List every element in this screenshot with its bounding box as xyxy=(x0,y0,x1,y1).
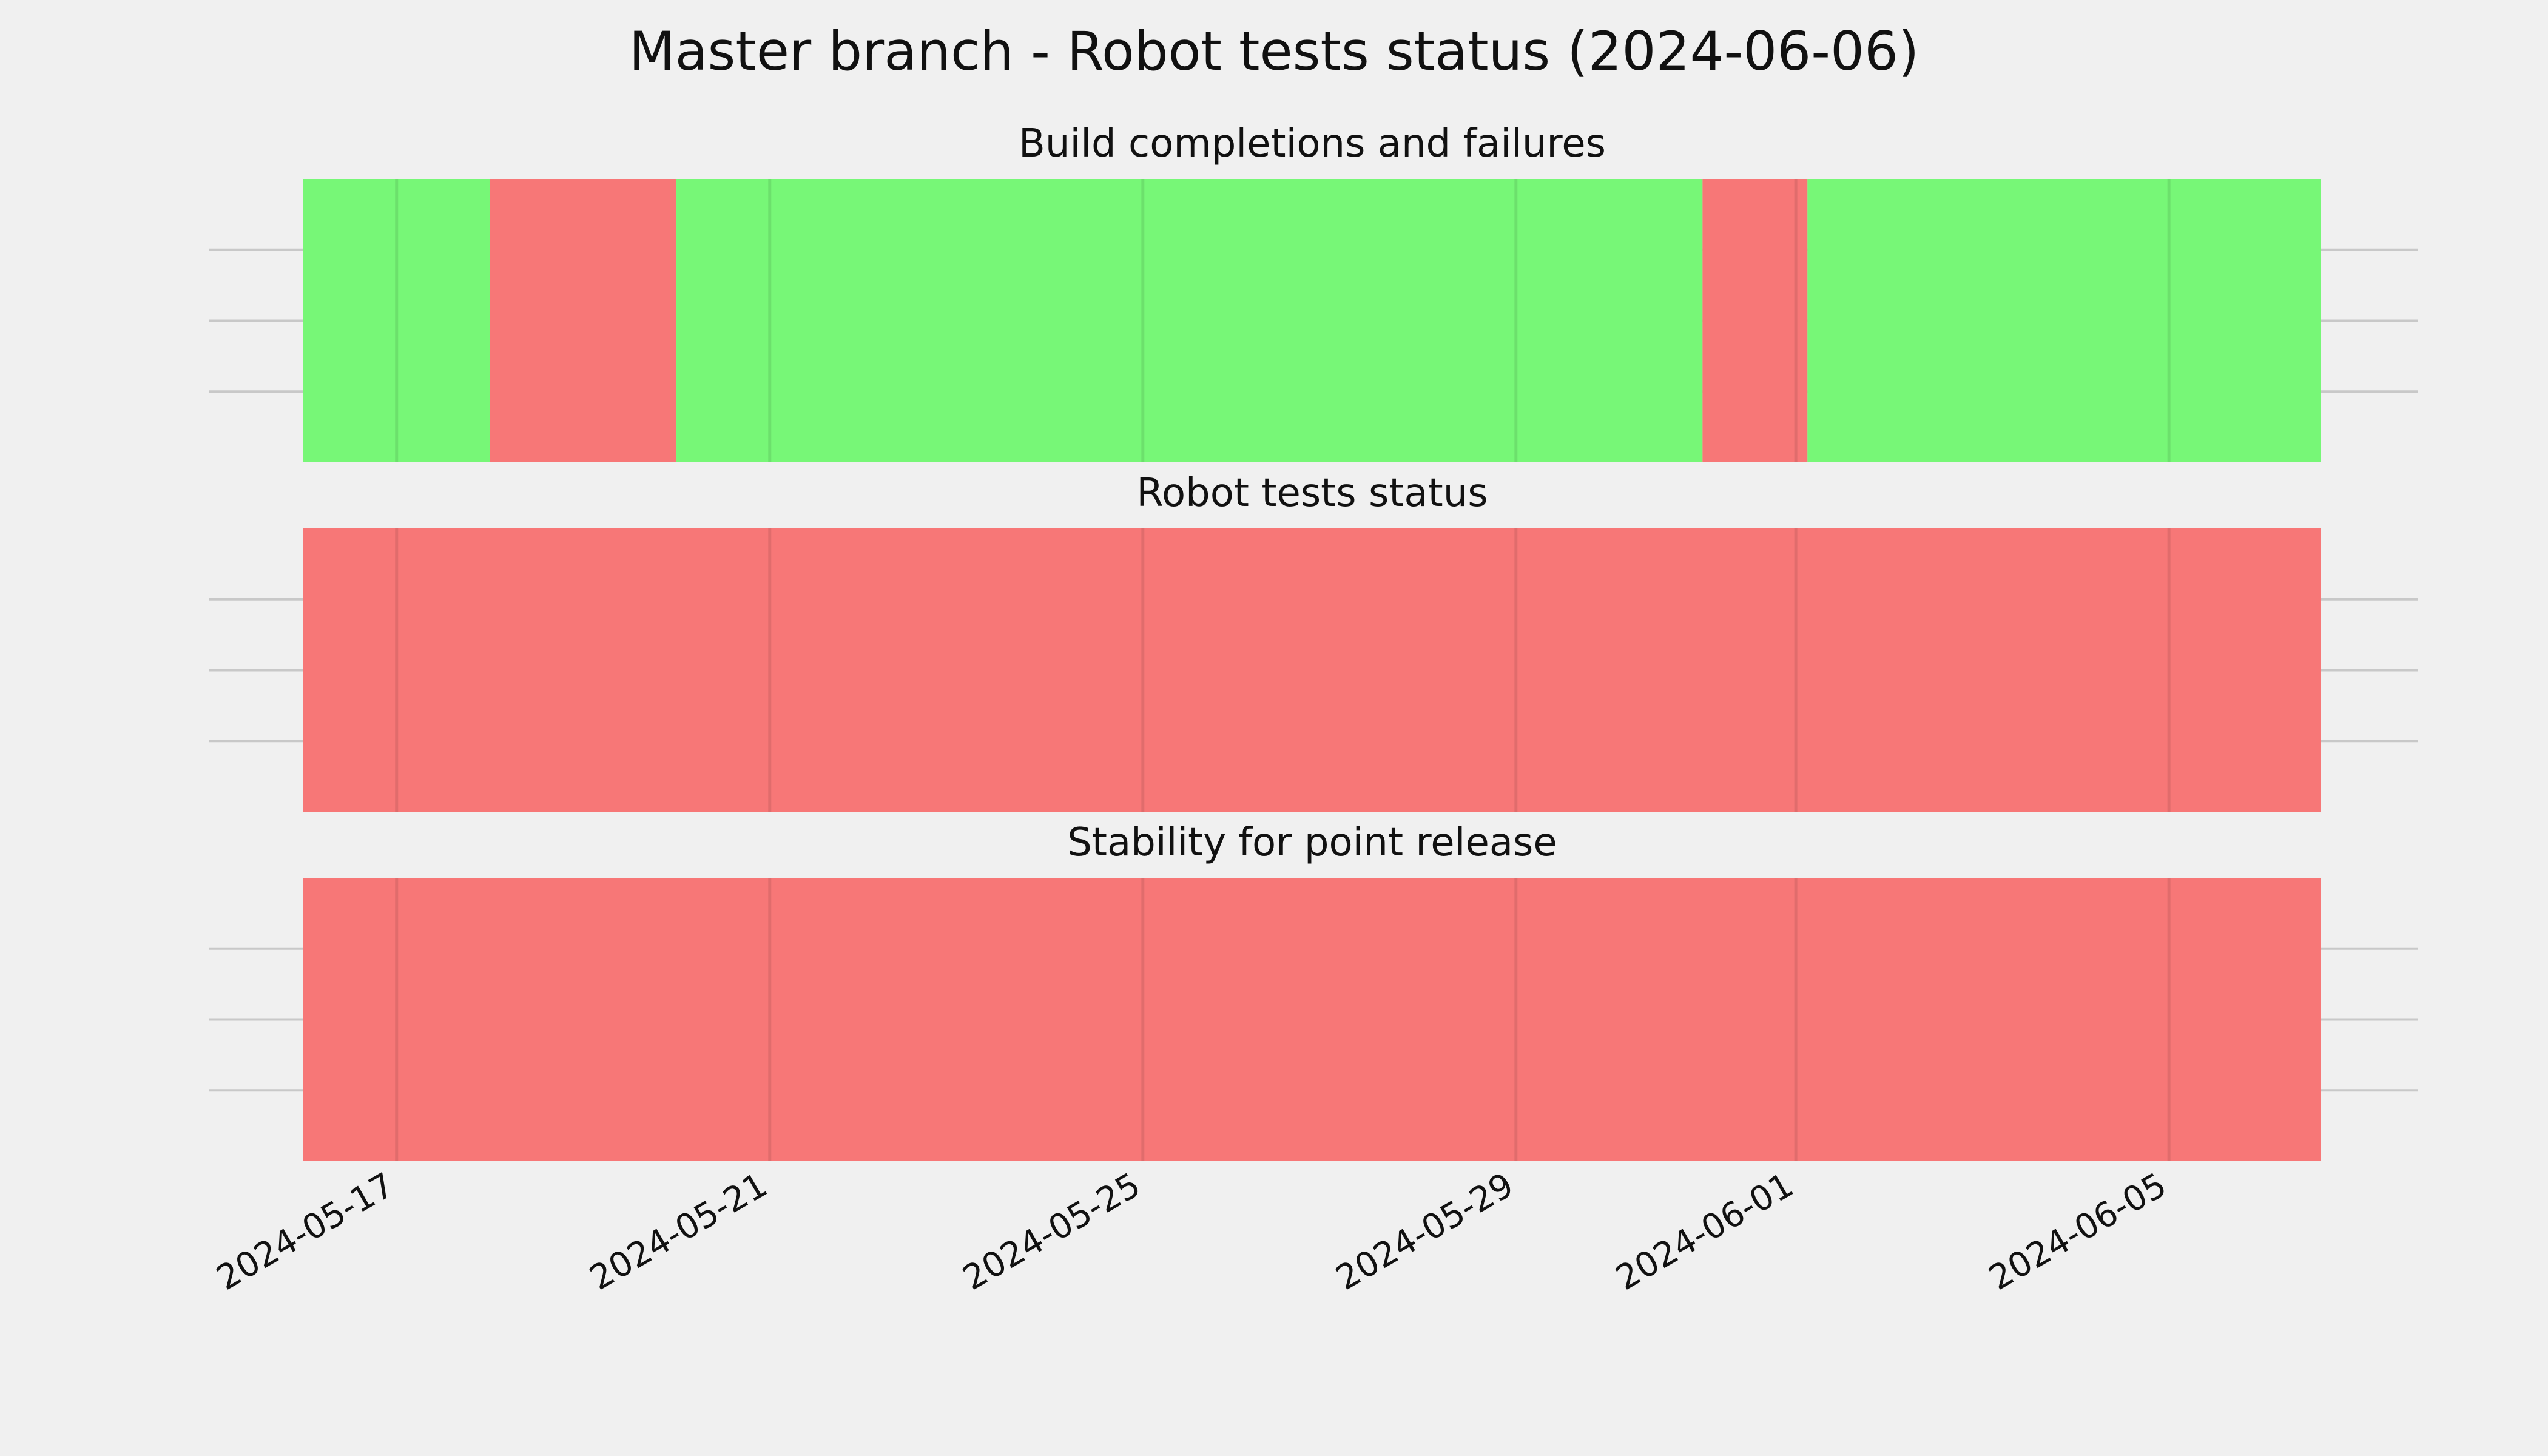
status-segment-pass xyxy=(1807,179,2320,462)
panel-title: Build completions and failures xyxy=(1019,121,1606,166)
status-segment-pass xyxy=(303,179,490,462)
status-segment-fail xyxy=(490,179,677,462)
panel-title: Stability for point release xyxy=(1067,820,1557,865)
panel-title: Robot tests status xyxy=(1136,471,1488,516)
panel-2: Robot tests status xyxy=(209,471,2418,812)
chart-title: Master branch - Robot tests status (2024… xyxy=(629,20,1919,83)
panel-1: Build completions and failures xyxy=(209,121,2418,462)
status-segment-fail xyxy=(303,878,2320,1161)
status-segment-fail xyxy=(1702,179,1808,462)
status-segment-fail xyxy=(303,528,2320,812)
status-segment-pass xyxy=(676,179,1703,462)
panel-3: Stability for point release xyxy=(209,820,2418,1161)
panels: Build completions and failures Robot test… xyxy=(209,121,2418,1161)
